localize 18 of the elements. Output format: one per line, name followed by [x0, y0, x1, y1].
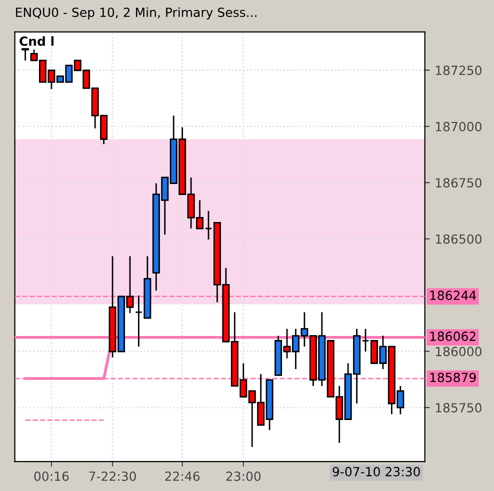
chart-title: ENQU0 - Sep 10, 2 Min, Primary Sess... — [16, 7, 256, 20]
y-tick-label: 186500 — [436, 234, 482, 244]
y-tick-label: 187250 — [436, 66, 482, 76]
ref-line-label: 186244 — [430, 290, 476, 300]
x-tick-label: 00:16 — [34, 471, 69, 481]
text: 9-07-10 23:30 — [332, 466, 420, 476]
ref-line-label: 185879 — [430, 372, 476, 382]
y-tick-label: 186750 — [436, 178, 482, 188]
candlestick — [22, 48, 30, 62]
y-tick-label: 187000 — [436, 122, 482, 132]
x-tick-label: 22:46 — [165, 471, 200, 481]
candlestick — [362, 328, 370, 352]
x-tick-label: 23:00 — [226, 471, 261, 481]
annotation: Cnd l — [20, 36, 54, 46]
ref-line-label: 186062 — [430, 332, 476, 342]
x-tick-label: 7-22:30 — [89, 471, 136, 481]
y-tick-label: 185750 — [436, 403, 482, 412]
y-tick-label: 186000 — [436, 346, 482, 356]
